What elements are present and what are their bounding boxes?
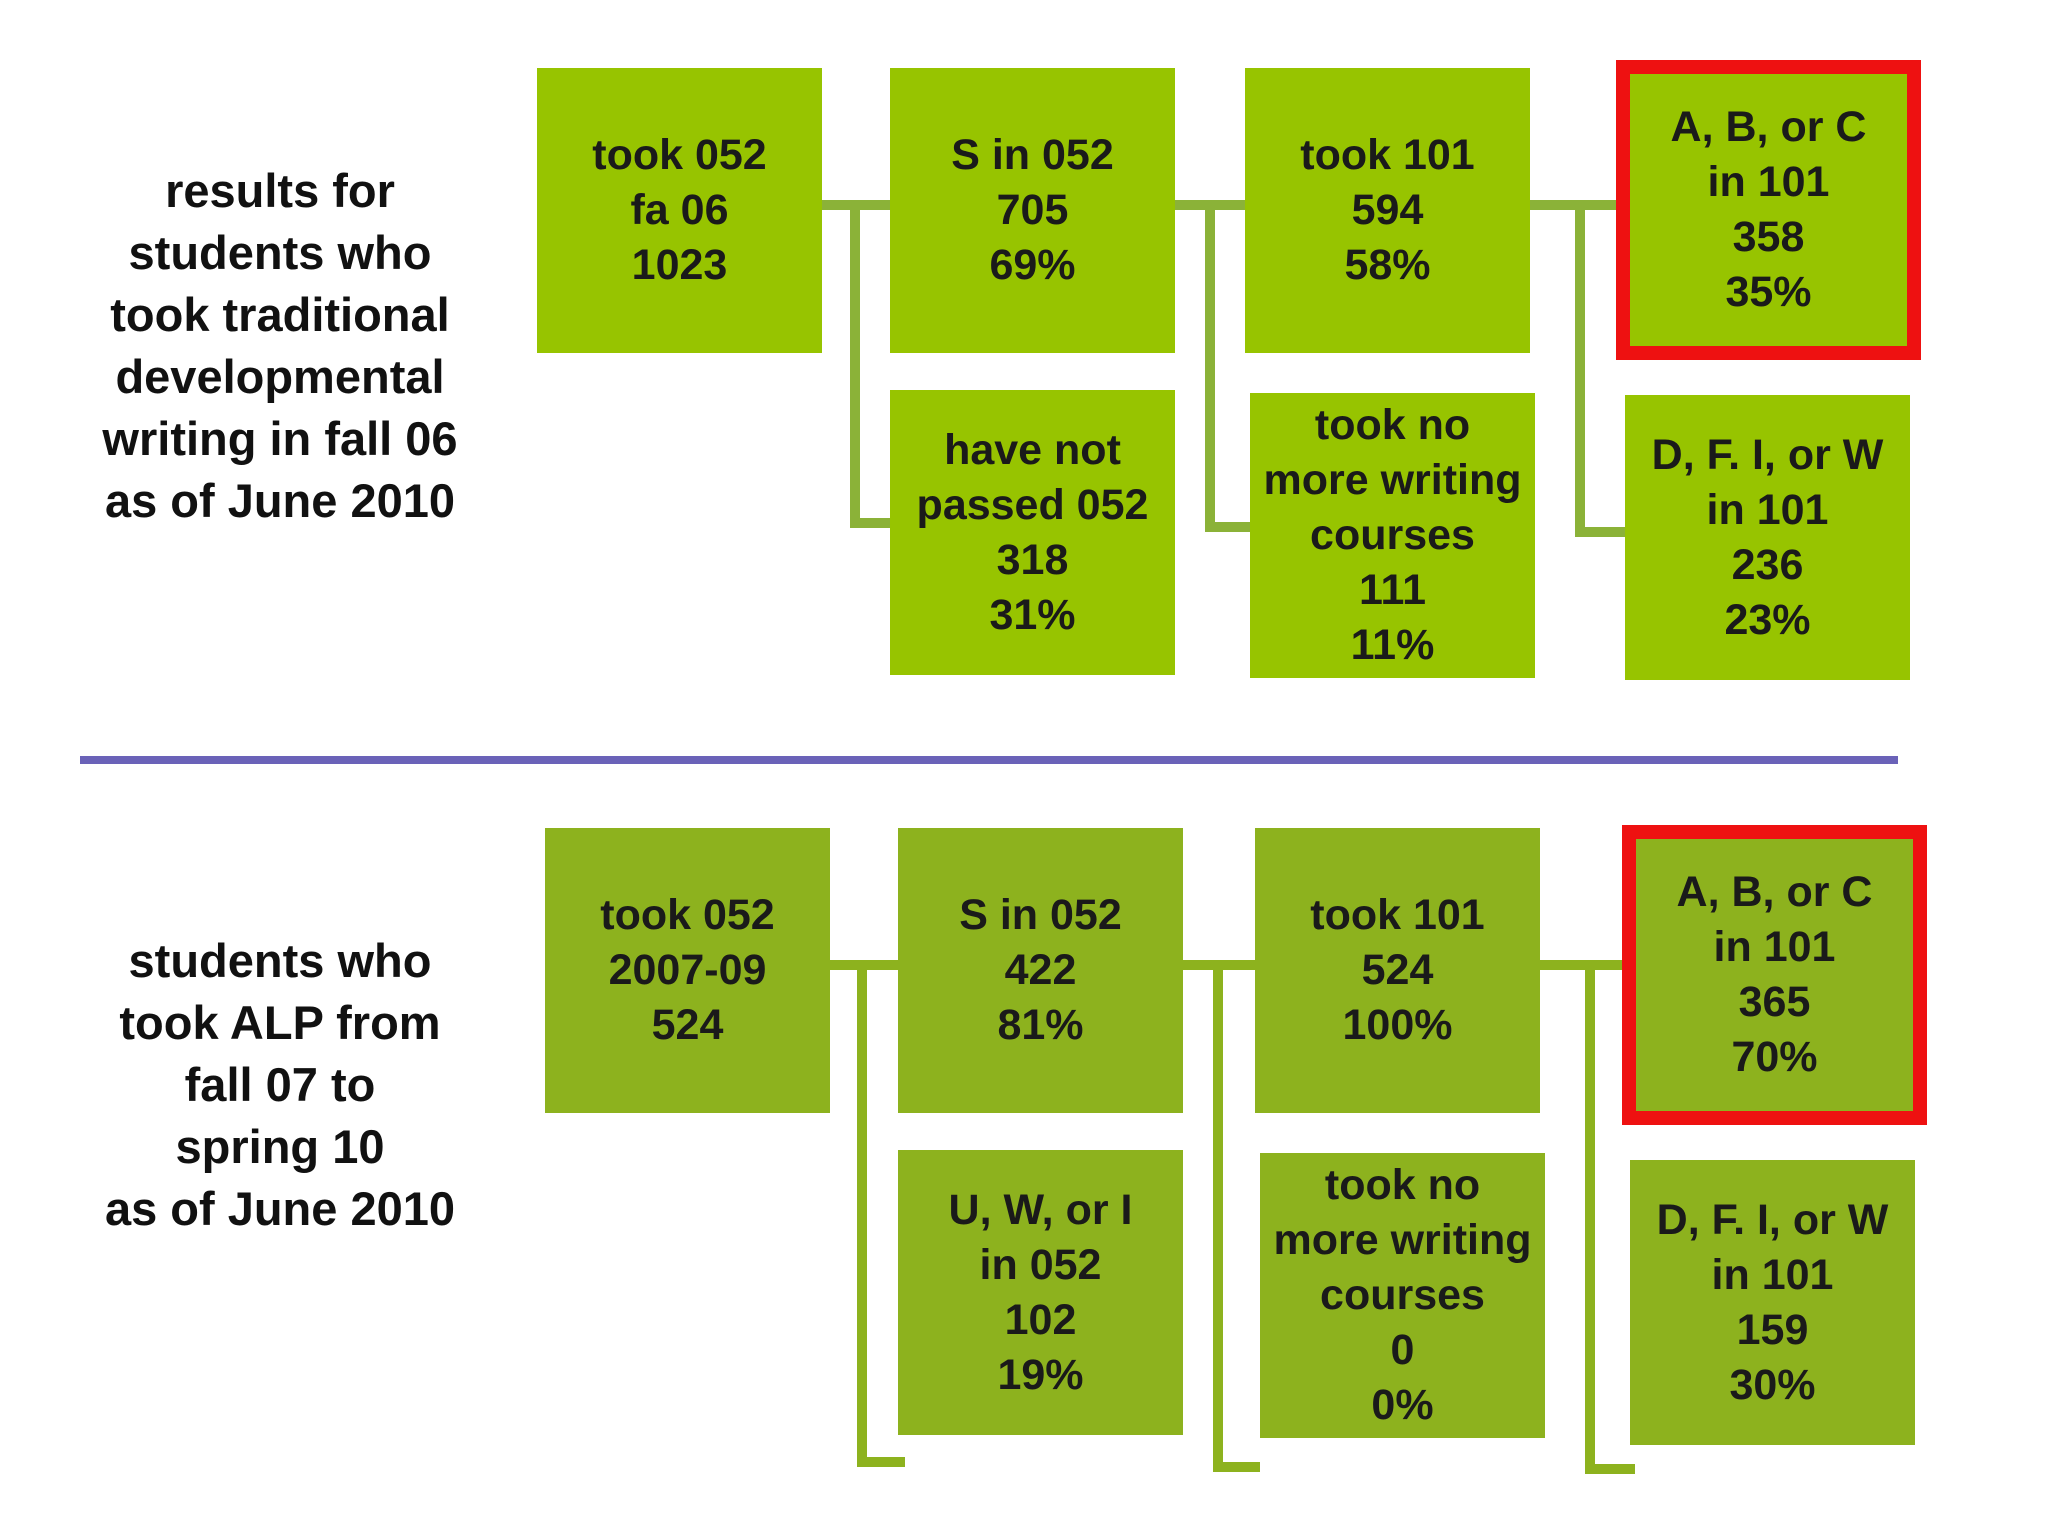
box-took-052: took 052 2007-09 524: [545, 828, 830, 1113]
box-failed-052: U, W, or I in 052 102 19%: [898, 1150, 1183, 1435]
connector: [1585, 960, 1595, 1472]
connector: [857, 960, 867, 1465]
connector: [1213, 1462, 1260, 1472]
alp-results-panel: students who took ALP from fall 07 to sp…: [0, 780, 2048, 1540]
connector: [1205, 522, 1255, 532]
connector: [1150, 200, 1255, 210]
connector: [790, 200, 895, 210]
box-dfiw-in-101: D, F. I, or W in 101 236 23%: [1625, 395, 1910, 680]
traditional-results-panel: results for students who took traditiona…: [0, 0, 2048, 760]
connector: [1213, 960, 1223, 1470]
box-no-more-writing: took no more writing courses 0 0%: [1260, 1153, 1545, 1438]
panel-caption: results for students who took traditiona…: [102, 164, 458, 527]
connector: [1575, 527, 1625, 537]
box-passed-052: S in 052 422 81%: [898, 828, 1183, 1113]
box-dfiw-in-101: D, F. I, or W in 101 159 30%: [1630, 1160, 1915, 1445]
box-took-052: took 052 fa 06 1023: [537, 68, 822, 353]
connector: [1575, 200, 1585, 535]
box-took-101: took 101 594 58%: [1245, 68, 1530, 353]
connector: [850, 200, 860, 525]
section-divider: [80, 756, 1898, 764]
connector: [1205, 200, 1215, 530]
connector: [1520, 200, 1620, 210]
connector: [850, 518, 895, 528]
box-took-101: took 101 524 100%: [1255, 828, 1540, 1113]
box-not-passed-052: have not passed 052 318 31%: [890, 390, 1175, 675]
box-passed-052: S in 052 705 69%: [890, 68, 1175, 353]
box-no-more-writing: took no more writing courses 111 11%: [1250, 393, 1535, 678]
panel-caption: students who took ALP from fall 07 to sp…: [104, 934, 456, 1235]
box-abc-in-101: A, B, or C in 101 365 70%: [1622, 825, 1927, 1125]
connector: [857, 1457, 905, 1467]
connector: [1585, 1464, 1635, 1474]
box-abc-in-101: A, B, or C in 101 358 35%: [1616, 60, 1921, 360]
connector: [1535, 960, 1630, 970]
